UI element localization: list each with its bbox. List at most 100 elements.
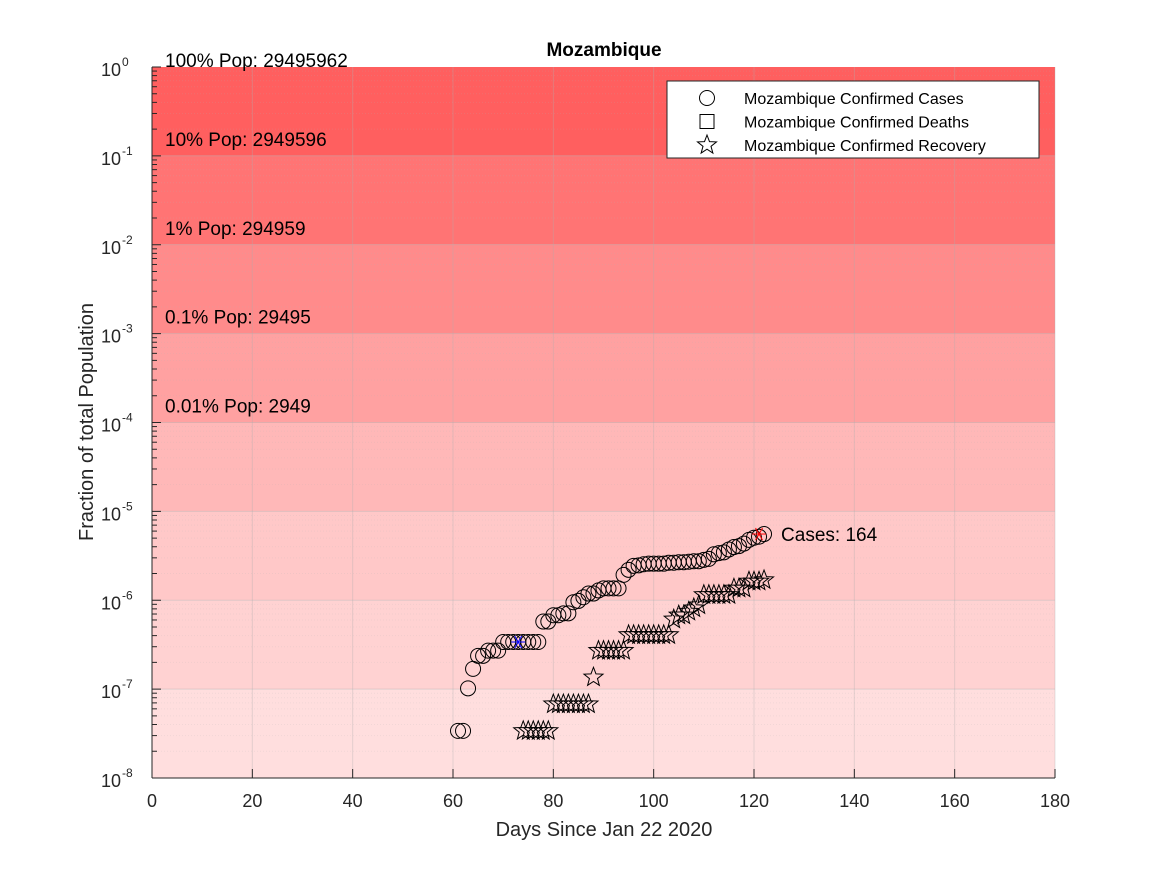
data-point-circle	[450, 722, 467, 739]
band-label: 0.1% Pop: 29495	[165, 308, 311, 329]
data-point-circle	[540, 613, 557, 630]
data-point-circle	[535, 613, 552, 630]
band-label: 0.01% Pop: 2949	[165, 397, 311, 418]
x-tick-label: 20	[242, 791, 262, 811]
legend-box	[666, 80, 1040, 159]
data-series	[450, 526, 775, 741]
data-point-star	[612, 639, 635, 660]
legend-marker-square	[699, 114, 715, 129]
data-point-circle	[725, 539, 742, 556]
population-band-labels: 100% Pop: 29495962 10% Pop: 2949596 1% Pop…	[165, 51, 348, 418]
data-point-circle	[710, 545, 727, 562]
population-band	[152, 422, 1055, 512]
data-point-circle	[580, 585, 597, 602]
data-point-circle	[705, 546, 722, 563]
data-point-circle	[715, 544, 732, 561]
population-band	[152, 333, 1055, 423]
y-tick-label: 10	[101, 682, 121, 702]
data-point-circle	[695, 551, 712, 568]
x-tick-label: 140	[839, 791, 869, 811]
population-band	[152, 244, 1055, 334]
population-bands	[152, 67, 1055, 778]
x-tick-label: 0	[147, 791, 157, 811]
y-tick-exponent: -1	[122, 144, 133, 158]
series	[512, 568, 775, 741]
data-point-circle	[751, 528, 768, 545]
highlight-stroke	[755, 527, 763, 541]
data-point-star	[753, 568, 775, 590]
data-point-circle	[575, 589, 592, 606]
highlight-marker	[511, 635, 526, 649]
y-tick-exponent: -2	[122, 233, 133, 247]
axes	[151, 66, 1056, 779]
y-tick-exponent: -3	[122, 322, 133, 336]
y-tick-label: 10	[101, 504, 121, 524]
y-tick-label: 10	[101, 149, 121, 169]
data-point-circle	[620, 561, 637, 578]
data-point-circle	[485, 642, 502, 659]
y-tick-exponent: 0	[122, 55, 129, 69]
x-tick-label: 180	[1040, 791, 1070, 811]
data-point-circle	[475, 647, 492, 664]
data-point-circle	[490, 642, 507, 659]
y-tick-label: 10	[101, 416, 121, 436]
y-tick-exponent: -5	[122, 499, 133, 513]
population-band	[152, 689, 1055, 778]
population-band	[152, 155, 1055, 245]
band-label: 100% Pop: 29495962	[165, 51, 348, 72]
data-point-star	[662, 607, 685, 629]
y-tick-label: 10	[101, 327, 121, 347]
y-tick-exponent: -6	[122, 588, 133, 602]
data-point-circle	[700, 550, 717, 567]
data-point-circle	[525, 634, 542, 651]
y-tick-label: 10	[101, 593, 121, 613]
x-tick-label: 40	[343, 791, 363, 811]
highlight-marker	[752, 527, 767, 541]
data-point-star	[687, 593, 710, 615]
data-point-circle	[480, 642, 497, 659]
data-point-circle	[560, 605, 577, 622]
legend-label: Mozambique Confirmed Cases	[744, 91, 964, 108]
data-point-circle	[530, 634, 547, 651]
annotations: Cases: 164	[511, 525, 878, 649]
data-point-circle	[585, 585, 602, 602]
chart-title: Mozambique	[546, 40, 661, 61]
data-point-circle	[605, 580, 622, 597]
x-tick-label: 120	[739, 791, 769, 811]
series	[450, 526, 773, 739]
data-point-circle	[600, 580, 617, 597]
legend-marker-star	[696, 133, 718, 155]
data-point-circle	[470, 647, 487, 664]
legend-label: Mozambique Confirmed Deaths	[744, 115, 969, 132]
x-tick-label: 60	[443, 791, 463, 811]
data-point-circle	[555, 605, 572, 622]
band-label: 10% Pop: 2949596	[165, 130, 327, 151]
y-axis-label: Fraction of total Population	[76, 303, 98, 541]
y-tick-exponent: -8	[122, 766, 133, 780]
data-point-star	[582, 665, 605, 687]
y-tick-label: 10	[101, 60, 121, 80]
data-point-circle	[615, 566, 632, 583]
data-point-circle	[455, 722, 472, 739]
data-point-circle	[460, 680, 477, 697]
data-point-star	[577, 692, 600, 714]
legend: Mozambique Confirmed Cases Mozambique Con…	[666, 80, 1040, 159]
data-point-star	[718, 583, 740, 605]
y-tick-exponent: -4	[122, 411, 133, 425]
y-tick-label: 10	[101, 771, 121, 791]
x-tick-label: 160	[940, 791, 970, 811]
x-tick-label: 80	[543, 791, 563, 811]
data-point-star	[537, 719, 560, 741]
data-point-star	[733, 576, 755, 598]
y-tick-exponent: -7	[122, 677, 133, 691]
data-point-circle	[735, 535, 752, 552]
x-tick-label: 100	[639, 791, 669, 811]
y-tick-label: 10	[101, 238, 121, 258]
highlight-stroke	[514, 635, 523, 649]
band-label: 1% Pop: 294959	[165, 219, 306, 240]
x-axis-label: Days Since Jan 22 2020	[496, 819, 713, 841]
legend-marker-circle	[699, 90, 715, 106]
cases-annotation: Cases: 164	[781, 525, 878, 546]
